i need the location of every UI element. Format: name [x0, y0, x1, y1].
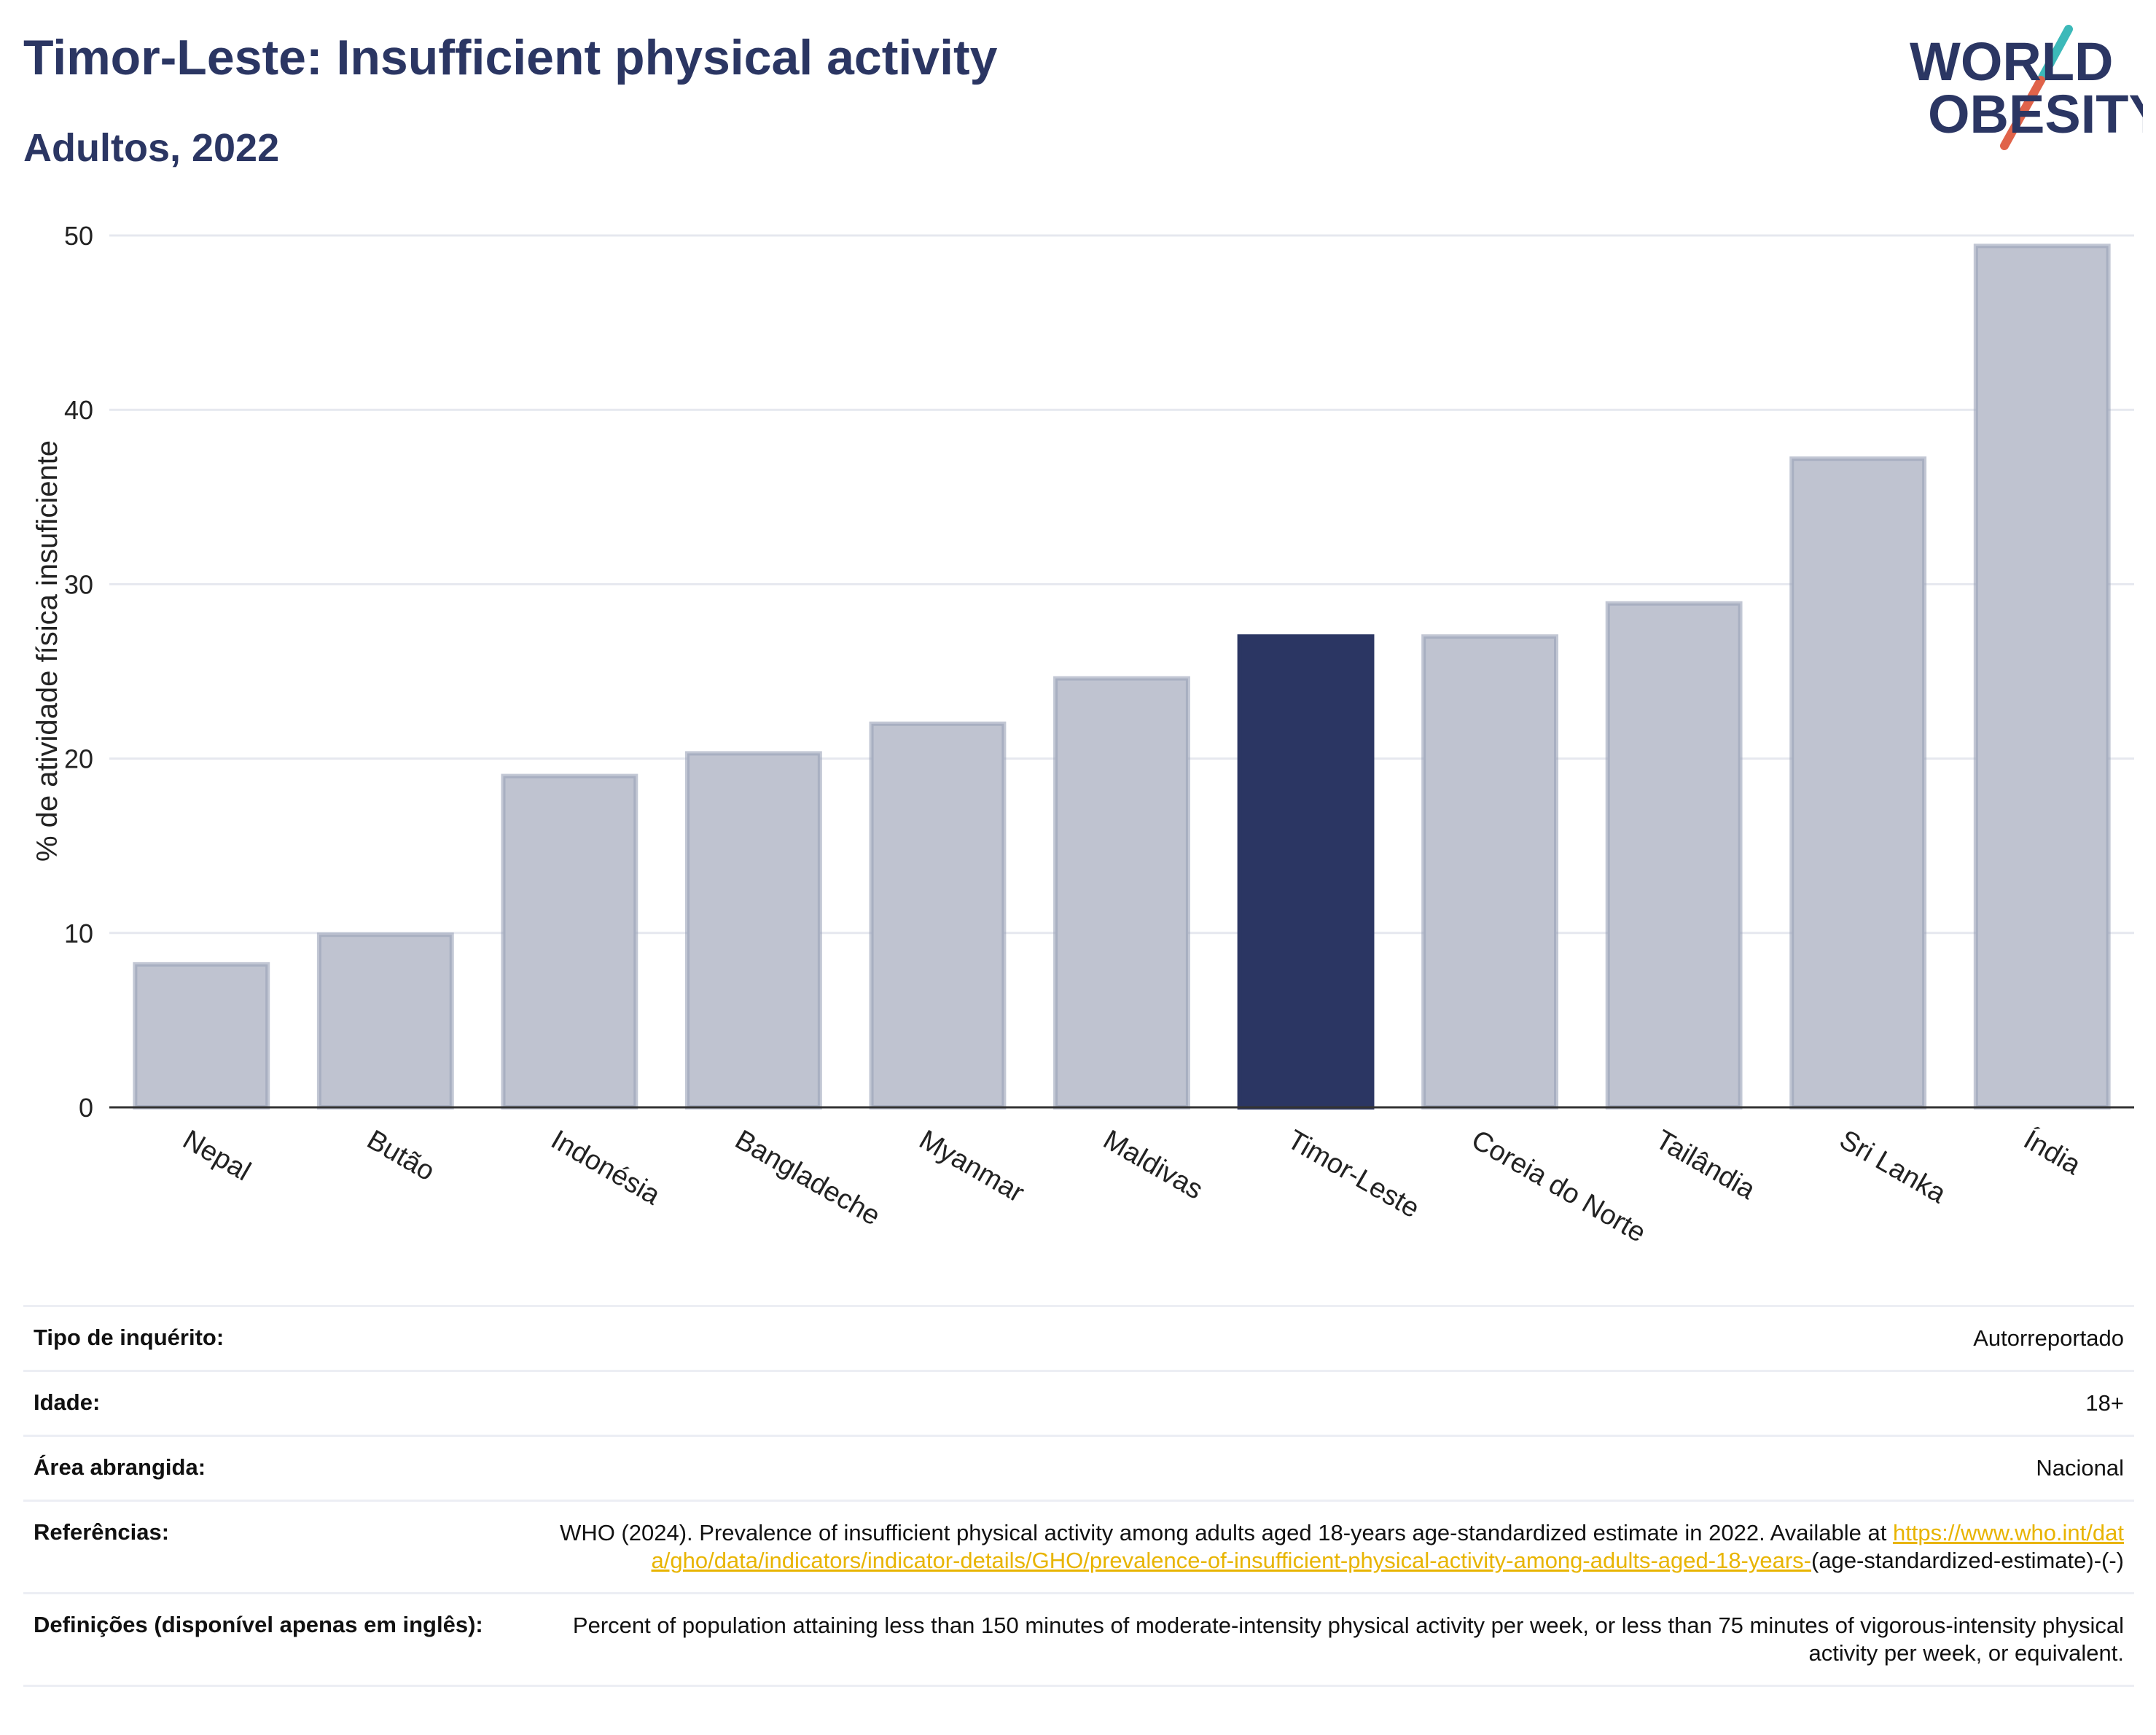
info-value-text: WHO (2024). Prevalence of insufficient p… [560, 1520, 1887, 1545]
x-tick-label: Timor-Leste [1282, 1124, 1424, 1224]
info-row: Idade: 18+ [23, 1370, 2134, 1435]
info-value: WHO (2024). Prevalence of insufficient p… [557, 1519, 2124, 1575]
x-tick-label: Maldivas [1098, 1124, 1208, 1205]
info-label: Área abrangida: [34, 1454, 206, 1480]
info-label: Definições (disponível apenas em inglês)… [34, 1612, 483, 1637]
reference-suffix: (age-standardized-estimate)-(-) [1811, 1548, 2124, 1573]
x-tick-label: Butão [362, 1124, 440, 1187]
x-tick-label: Nepal [178, 1124, 256, 1187]
bar-nepal[interactable] [133, 962, 270, 1110]
x-tick-label: Bangladeche [730, 1124, 885, 1231]
info-row: Referências: WHO (2024). Prevalence of in… [23, 1500, 2134, 1592]
info-value: 18+ [2085, 1389, 2124, 1417]
info-label: Referências: [34, 1519, 170, 1545]
bar-sri-lanka[interactable] [1789, 456, 1927, 1110]
x-tick-label: Coreia do Norte [1466, 1124, 1651, 1248]
chart-subtitle: Adultos, 2022 [23, 126, 280, 170]
bar-butão[interactable] [316, 932, 454, 1110]
bar-layer [133, 243, 2111, 1110]
y-tick-label: 40 [64, 395, 93, 425]
info-value: Percent of population attaining less tha… [557, 1612, 2124, 1667]
y-tick-label: 10 [64, 919, 93, 948]
x-tick-label: Índia [2018, 1124, 2087, 1182]
y-axis-label: % de atividade física insuficiente [31, 440, 63, 862]
chart-title: Timor-Leste: Insufficient physical activ… [23, 30, 998, 85]
y-tick-label: 0 [79, 1093, 93, 1123]
info-row: Tipo de inquérito: Autorreportado [23, 1305, 2134, 1370]
y-tick-label: 50 [64, 221, 93, 251]
bar-timor-leste[interactable] [1237, 634, 1375, 1110]
y-tick-label: 30 [64, 569, 93, 599]
logo-slash-teal [2036, 25, 2073, 85]
info-value: Autorreportado [1973, 1325, 2124, 1352]
logo-word-world: WORLD [1910, 31, 2114, 92]
bar-índia[interactable] [1973, 243, 2111, 1110]
bar-indonésia[interactable] [501, 773, 638, 1110]
info-value-text: Percent of population attaining less tha… [572, 1613, 2124, 1666]
info-label: Idade: [34, 1389, 101, 1415]
info-row: Área abrangida: Nacional [23, 1435, 2134, 1500]
x-tick-label: Tailândia [1650, 1124, 1761, 1206]
x-tick-label: Myanmar [914, 1124, 1029, 1209]
reference-link[interactable]: https://www.who.int/data/gho/data/indica… [651, 1520, 2125, 1573]
info-row: Definições (disponível apenas em inglês)… [23, 1592, 2134, 1687]
bar-tailândia[interactable] [1605, 601, 1743, 1110]
x-tick-label: Sri Lanka [1835, 1124, 1952, 1209]
info-value-text: Autorreportado [1973, 1325, 2124, 1351]
bar-myanmar[interactable] [869, 721, 1007, 1110]
metadata-table: Tipo de inquérito: Autorreportado Idade: 18… [23, 1305, 2134, 1687]
info-label: Tipo de inquérito: [34, 1325, 224, 1350]
world-obesity-logo: WORLD OBESITY [1910, 25, 2143, 150]
logo-slash-red [2000, 76, 2045, 150]
x-tick-label: Indonésia [546, 1124, 665, 1211]
logo-word-obesity: OBESITY [1928, 84, 2143, 144]
info-value-text: 18+ [2085, 1390, 2124, 1416]
bar-coreia-do-norte[interactable] [1421, 634, 1559, 1110]
bar-bangladeche[interactable] [684, 751, 822, 1110]
info-value: Nacional [2036, 1454, 2124, 1482]
bar-chart: 0 10 20 30 40 50 Nepal Butão Indonésia Bangladech… [31, 221, 2134, 1249]
bar-maldivas[interactable] [1053, 676, 1190, 1110]
y-tick-label: 20 [64, 744, 93, 774]
info-value-text: Nacional [2036, 1455, 2124, 1481]
